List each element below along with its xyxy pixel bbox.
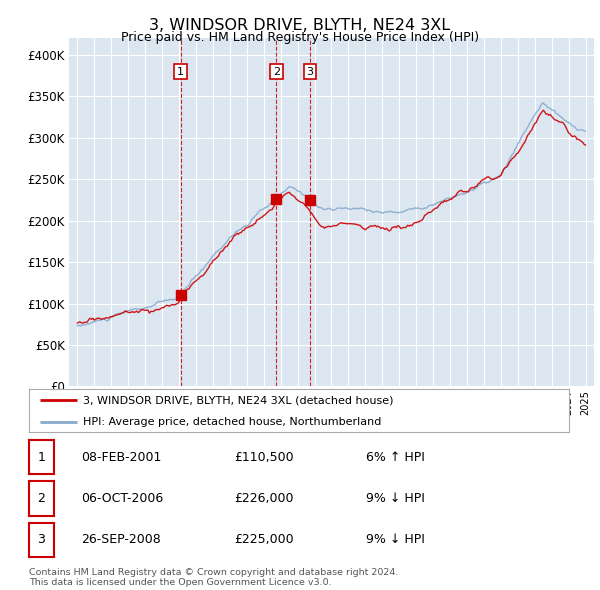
Text: 3: 3 — [37, 533, 46, 546]
Text: 2: 2 — [273, 67, 280, 77]
Text: 06-OCT-2006: 06-OCT-2006 — [81, 492, 163, 505]
Text: 1: 1 — [37, 451, 46, 464]
Text: 1: 1 — [177, 67, 184, 77]
Text: £226,000: £226,000 — [234, 492, 293, 505]
Text: 6% ↑ HPI: 6% ↑ HPI — [366, 451, 425, 464]
Text: Contains HM Land Registry data © Crown copyright and database right 2024.
This d: Contains HM Land Registry data © Crown c… — [29, 568, 398, 587]
Text: £225,000: £225,000 — [234, 533, 293, 546]
Text: Price paid vs. HM Land Registry's House Price Index (HPI): Price paid vs. HM Land Registry's House … — [121, 31, 479, 44]
Text: 9% ↓ HPI: 9% ↓ HPI — [366, 533, 425, 546]
Text: 3, WINDSOR DRIVE, BLYTH, NE24 3XL: 3, WINDSOR DRIVE, BLYTH, NE24 3XL — [149, 18, 451, 32]
Text: 9% ↓ HPI: 9% ↓ HPI — [366, 492, 425, 505]
Text: 26-SEP-2008: 26-SEP-2008 — [81, 533, 161, 546]
Text: 3: 3 — [307, 67, 313, 77]
Text: £110,500: £110,500 — [234, 451, 293, 464]
Text: 3, WINDSOR DRIVE, BLYTH, NE24 3XL (detached house): 3, WINDSOR DRIVE, BLYTH, NE24 3XL (detac… — [83, 395, 394, 405]
Text: 2: 2 — [37, 492, 46, 505]
Text: 08-FEB-2001: 08-FEB-2001 — [81, 451, 161, 464]
Text: HPI: Average price, detached house, Northumberland: HPI: Average price, detached house, Nort… — [83, 417, 381, 427]
